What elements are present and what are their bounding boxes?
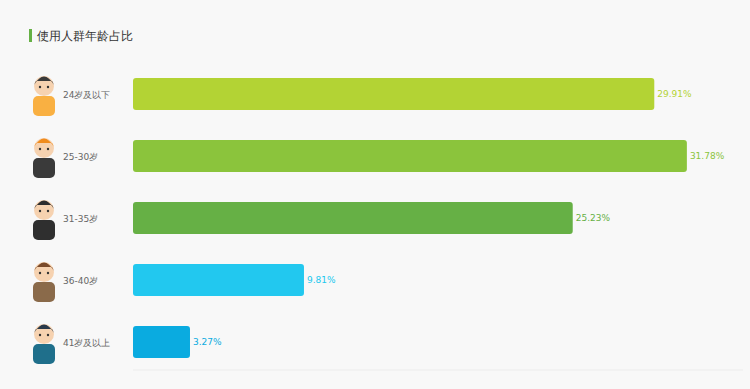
chart-svg: 使用人群年龄占比 24岁及以下 29.91% 25-30岁 31.78% 31-35岁 25… [0,0,750,389]
bar [133,140,687,172]
category-label: 41岁及以上 [63,338,110,348]
person-icon [33,76,55,116]
bars [133,78,687,358]
data-label: 25.23% [576,213,611,223]
category-label: 36-40岁 [63,276,98,286]
person-icon [33,200,55,240]
title: 使用人群年龄占比 [37,29,133,43]
data-label: 3.27% [193,337,222,347]
category-label: 24岁及以下 [63,90,110,100]
person-icon [33,138,55,178]
data-label: 29.91% [657,89,692,99]
bar [133,78,654,110]
chart-container: 使用人群年龄占比 24岁及以下 29.91% 25-30岁 31.78% 31-35岁 25… [0,0,750,389]
data-label: 9.81% [307,275,336,285]
bar [133,326,190,358]
category-label: 25-30岁 [63,152,98,162]
data-label: 31.78% [690,151,725,161]
bar [133,264,304,296]
category-label: 31-35岁 [63,214,98,224]
background [0,0,750,389]
bar [133,202,573,234]
person-icon [33,324,55,364]
x-axis-line [133,370,743,371]
person-icon [33,262,55,302]
title-marker [29,29,32,42]
